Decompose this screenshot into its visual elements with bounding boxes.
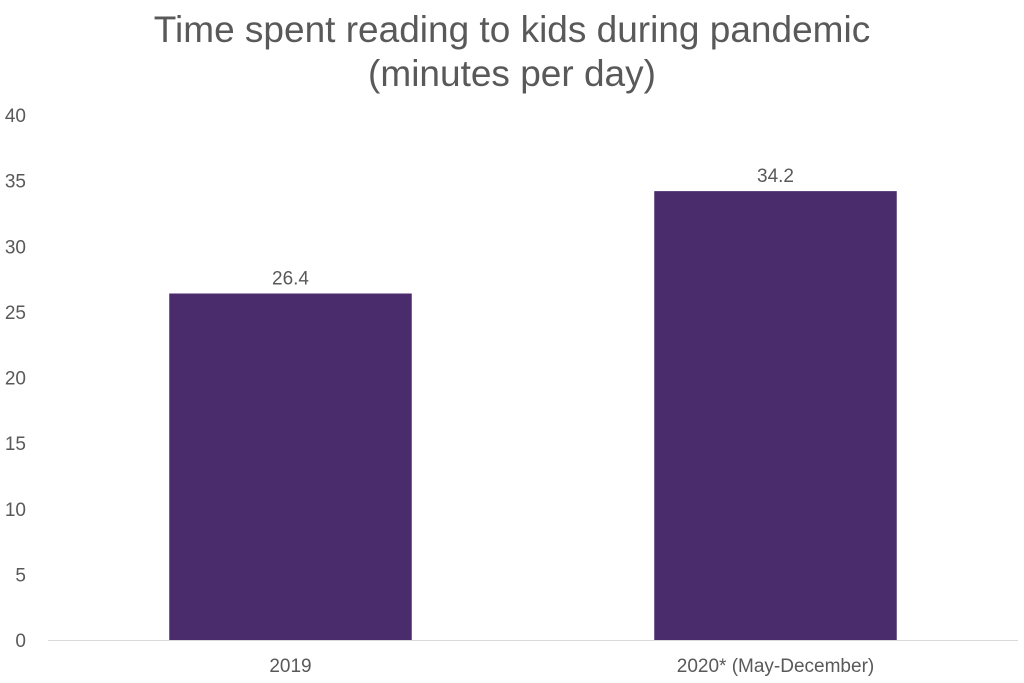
chart-subtitle: (minutes per day) (368, 53, 656, 94)
y-tick-label: 15 (5, 434, 26, 455)
bar-value-label: 26.4 (272, 269, 309, 290)
x-axis: 2019 2020* (May-December) (269, 656, 874, 677)
bars: 26.4 34.2 (169, 166, 897, 640)
chart-title-line: Time spent reading to kids during pandem… (153, 9, 871, 50)
x-tick-label: 2020* (May-December) (677, 656, 874, 677)
chart-title: Time spent reading to kids during pandem… (0, 8, 1024, 96)
y-tick-label: 40 (5, 106, 26, 127)
y-tick-label: 35 (5, 172, 26, 193)
y-tick-label: 25 (5, 303, 26, 324)
y-tick-label: 20 (5, 369, 26, 390)
y-tick-label: 0 (15, 631, 26, 652)
bar-value-label: 34.2 (757, 166, 794, 187)
bar (169, 293, 412, 640)
y-tick-label: 10 (5, 500, 26, 521)
y-tick-label: 30 (5, 237, 26, 258)
bar (654, 191, 897, 640)
x-tick-label: 2019 (269, 656, 311, 677)
y-axis: 0 5 10 15 20 25 30 35 40 (5, 106, 26, 652)
y-tick-label: 5 (15, 565, 26, 586)
